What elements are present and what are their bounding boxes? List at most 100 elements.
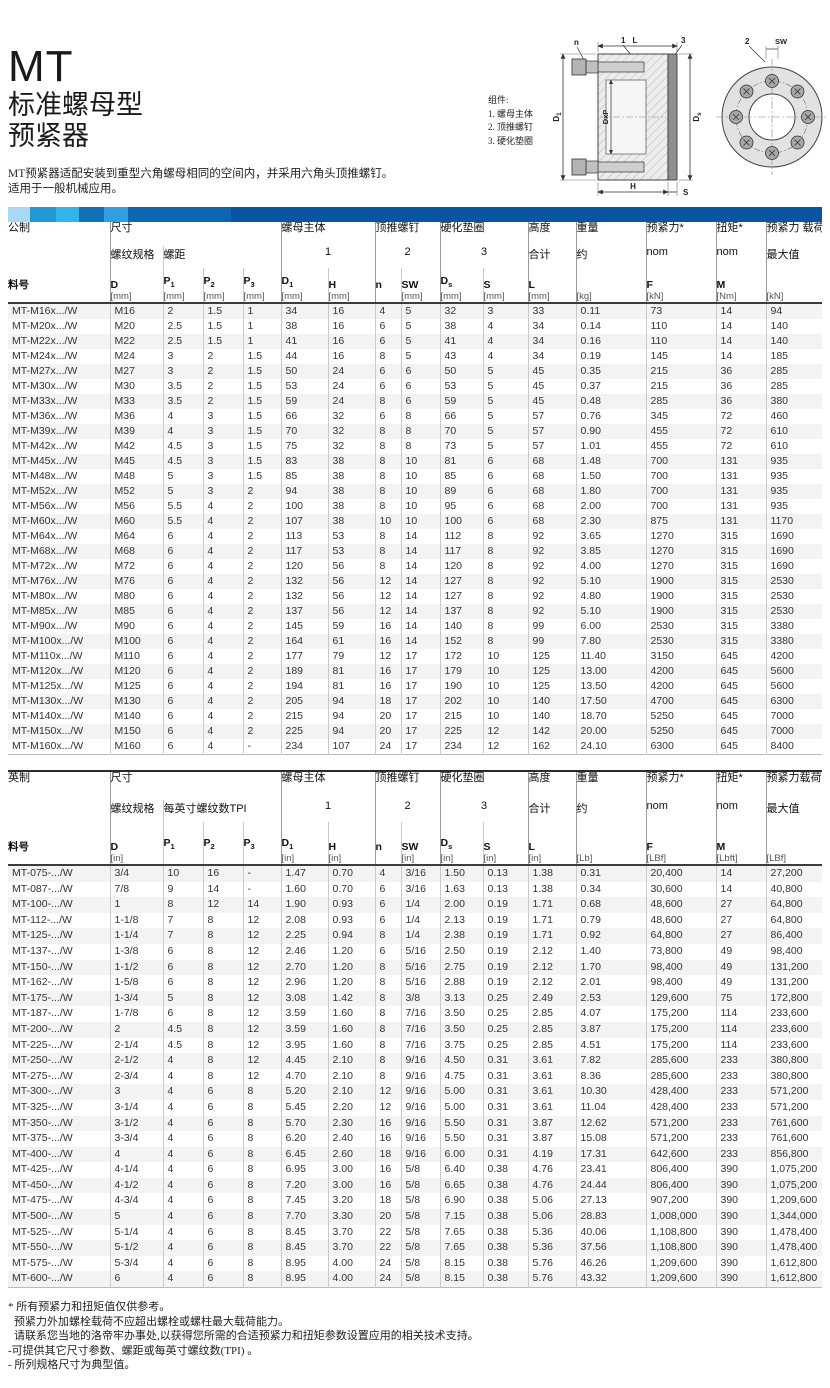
spec-value-cell: 2530 <box>765 589 822 604</box>
spec-value-cell: 9/16 <box>400 1099 440 1116</box>
spec-value-cell: 32 <box>327 424 375 439</box>
spec-value-cell: 8 <box>482 619 528 634</box>
spec-value-cell: 7.45 <box>280 1193 328 1210</box>
spec-value-cell: 3.85 <box>575 544 646 559</box>
table-row: MT-250-.../W 2-1/2 4 8 12 4.45 2.10 8 9/16 4.50 0.… <box>8 1053 822 1069</box>
spec-value-cell: 6 <box>162 1006 203 1022</box>
spec-value-cell: 12 <box>242 928 281 944</box>
spec-value-cell: 8 <box>374 928 401 944</box>
spec-value-cell: 5/8 <box>400 1255 440 1272</box>
spec-value-cell: 1 <box>242 319 281 334</box>
spec-value-cell: 6 <box>162 709 203 724</box>
dim-label-D1: D1 <box>552 112 563 122</box>
column-symbol-header: D1 [in] <box>280 822 328 865</box>
table-row: MT-M150x.../W M150 6 4 2 225 94 20 17 225 12 142 20.… <box>8 724 822 739</box>
spec-value-cell: 2.25 <box>280 928 328 944</box>
spec-value-cell: 3.65 <box>575 529 646 544</box>
spec-value-cell: 15.08 <box>575 1131 646 1147</box>
spec-value-cell: 8 <box>374 990 401 1007</box>
spec-value-cell: 17 <box>400 724 440 739</box>
spec-value-cell: 3.5 <box>162 394 203 409</box>
spec-value-cell: 0.25 <box>482 1021 528 1038</box>
spec-value-cell: M120 <box>109 664 163 679</box>
column-subgroup-header: nom <box>645 246 716 268</box>
spec-value-cell: 48,600 <box>645 912 716 929</box>
spec-value-cell: 2 <box>242 709 281 724</box>
column-symbol-header: SW [in] <box>400 822 440 865</box>
spec-value-cell: 132 <box>280 589 328 604</box>
table-row: MT-M100x.../W M100 6 4 2 164 61 16 14 152 8 99 7.80 2… <box>8 634 822 649</box>
spec-value-cell: M100 <box>109 634 163 649</box>
spec-value-cell: 2.85 <box>527 1021 576 1038</box>
part-number-cell: MT-M39x.../W <box>12 425 78 437</box>
table-row: MT-M60x.../W M60 5.5 4 2 107 38 10 10 100 6 68 2.30 8… <box>8 514 822 529</box>
spec-value-cell: 2.38 <box>439 928 483 944</box>
spec-value-cell: 5/16 <box>400 959 440 976</box>
column-symbol-header: M [Lbft] <box>715 822 766 865</box>
footnote-line: - 所列规格尺寸为典型值。 <box>8 1359 136 1371</box>
table-row: MT-M20x.../W M20 2.5 1.5 1 38 16 6 5 38 4 34 0.14 110… <box>8 319 822 334</box>
spec-value-cell: 131 <box>715 469 766 484</box>
part-number-cell: MT-M33x.../W <box>12 395 78 407</box>
spec-value-cell: 81 <box>439 454 483 469</box>
spec-value-cell: 0.38 <box>482 1240 528 1256</box>
spec-value-cell: 17 <box>400 709 440 724</box>
spec-value-cell: 3 <box>109 1084 163 1100</box>
spec-value-cell: 234 <box>280 739 328 755</box>
spec-value-cell: 8 <box>374 349 401 364</box>
part-number-cell: MT-375-.../W <box>12 1132 73 1145</box>
spec-value-cell: 27 <box>715 912 766 929</box>
table-row: MT-M39x.../W M39 4 3 1.5 70 32 8 8 70 5 57 0.90 455 72… <box>8 424 822 439</box>
table-row: MT-275-.../W 2-3/4 4 8 12 4.70 2.10 8 9/16 4.75 0.… <box>8 1068 822 1085</box>
spec-value-cell: 4700 <box>645 694 716 709</box>
spec-value-cell: 8 <box>242 1084 281 1100</box>
spec-value-cell: 6.45 <box>280 1146 328 1163</box>
spec-value-cell: 73,800 <box>645 943 716 960</box>
spec-value-cell: M33 <box>109 394 163 409</box>
spec-value-cell: 5/16 <box>400 943 440 960</box>
spec-value-cell: 8 <box>242 1177 281 1194</box>
spec-value-cell: 9/16 <box>400 1115 440 1132</box>
spec-value-cell: 6 <box>482 499 528 514</box>
part-number-cell: MT-M56x.../W <box>12 500 78 512</box>
spec-value-cell: 4 <box>202 694 243 709</box>
spec-value-cell: 3/4 <box>109 865 163 882</box>
spec-value-cell: 6 <box>482 454 528 469</box>
spec-value-cell: 4 <box>162 409 203 424</box>
spec-value-cell: 12 <box>482 724 528 739</box>
table-row: MT-M36x.../W M36 4 3 1.5 66 32 6 8 66 5 57 0.76 345 72… <box>8 409 822 424</box>
spec-value-cell: 117 <box>280 544 328 559</box>
part-number-cell: MT-450-.../W <box>12 1178 73 1191</box>
spec-value-cell: 645 <box>715 679 766 694</box>
spec-value-cell: 7 <box>162 928 203 944</box>
spec-value-cell: M30 <box>109 379 163 394</box>
spec-value-cell: 1.5 <box>242 379 281 394</box>
spec-value-cell: 11.04 <box>575 1099 646 1116</box>
spec-value-cell: 131,200 <box>765 959 822 976</box>
spec-value-cell: 33 <box>527 303 576 319</box>
column-group-header: 高度 <box>527 772 576 800</box>
spec-value-cell: 64,800 <box>765 897 822 913</box>
spec-value-cell: 17 <box>400 679 440 694</box>
spec-value-cell: 6 <box>202 1271 243 1288</box>
spec-value-cell: 1690 <box>765 544 822 559</box>
spec-value-cell: 38 <box>439 319 483 334</box>
spec-value-cell: 145 <box>280 619 328 634</box>
spec-value-cell: 4 <box>202 619 243 634</box>
spec-value-cell: 2.00 <box>575 499 646 514</box>
spec-value-cell: 233 <box>715 1084 766 1100</box>
spec-value-cell: 2530 <box>765 574 822 589</box>
spec-value-cell: 8 <box>374 975 401 991</box>
spec-value-cell: 14 <box>400 544 440 559</box>
column-group-header: 尺寸 <box>109 222 281 246</box>
spec-value-cell: 131 <box>715 499 766 514</box>
part-number-cell: MT-150-.../W <box>12 960 73 973</box>
spec-value-cell: 73 <box>645 303 716 319</box>
spec-value-cell: 6.40 <box>439 1162 483 1178</box>
spec-value-cell: 48,600 <box>645 897 716 913</box>
column-symbol-header: [LBf] <box>765 822 822 865</box>
column-group-header: 预紧力 载荷能力* <box>765 222 822 246</box>
spec-value-cell: 1-1/8 <box>109 912 163 929</box>
spec-value-cell: 98,400 <box>645 959 716 976</box>
spec-value-cell: 390 <box>715 1162 766 1178</box>
